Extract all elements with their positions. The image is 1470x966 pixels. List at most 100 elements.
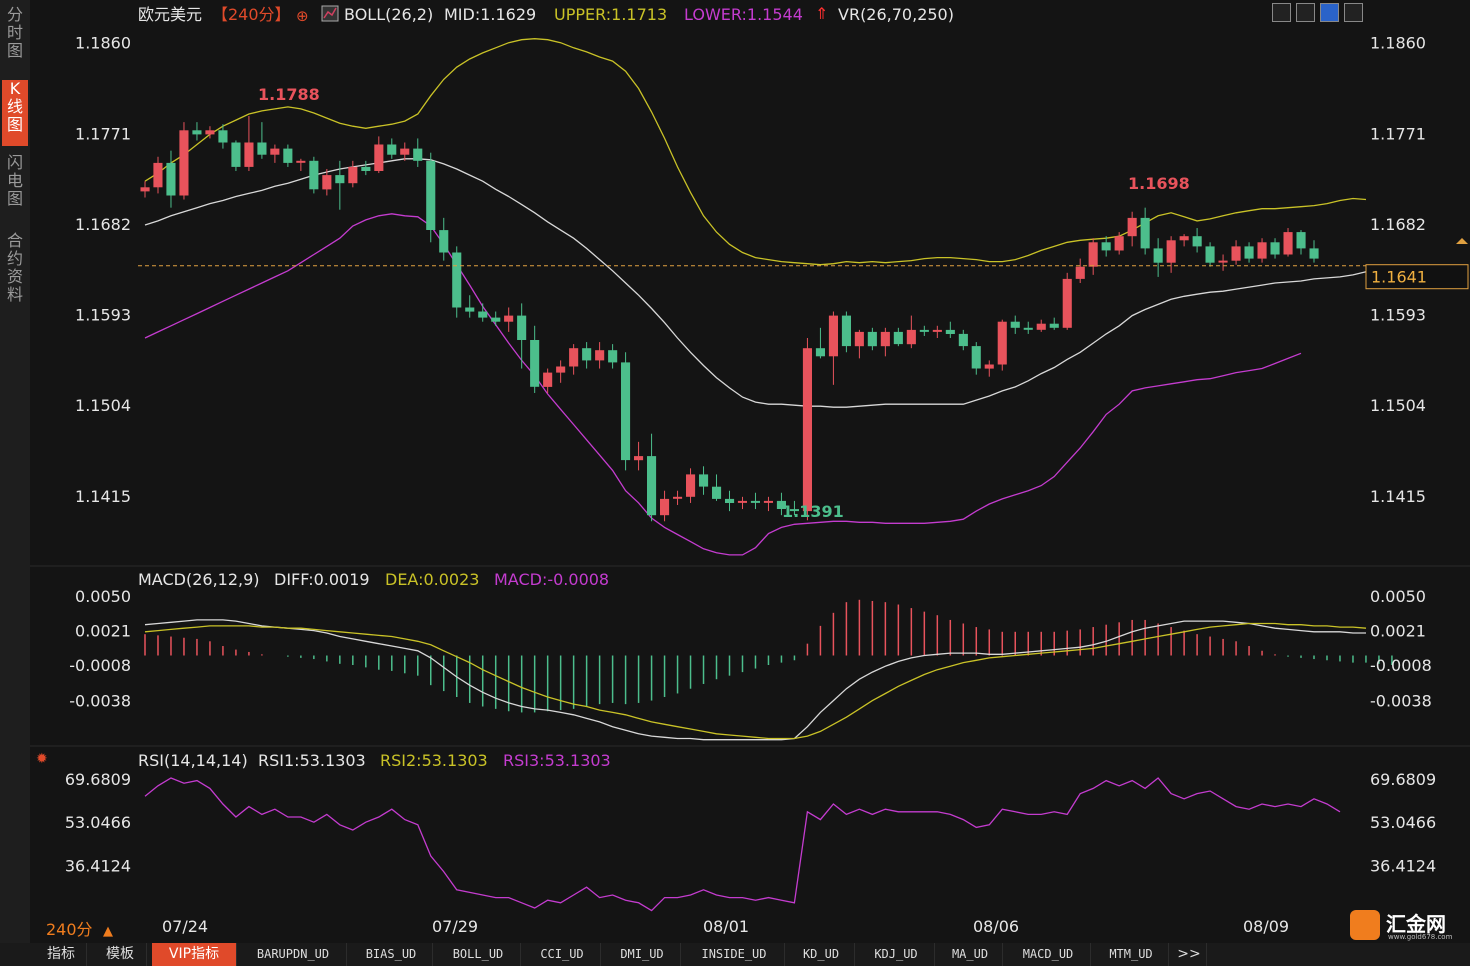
y-tick-left: 1.1682 [75,215,131,234]
tab-ma[interactable]: MA_UD [938,943,1003,966]
candle-body [1010,321,1020,328]
rsi-y-tick-left: 69.6809 [65,770,131,789]
period-label: 【240分】 [212,5,291,24]
candle-body [1309,248,1319,259]
candle-body [699,474,709,487]
candle-body [556,366,566,373]
tab-dmi[interactable]: DMI_UD [604,943,681,966]
rsi-y-tick-right: 36.4124 [1370,856,1436,875]
rsi3-value: RSI3:53.1303 [503,751,611,770]
tab-inside[interactable]: INSIDE_UD [684,943,785,966]
candle-body [984,364,994,369]
date-tick-2: 07/29 [432,917,478,936]
tab-cci[interactable]: CCI_UD [524,943,601,966]
tab-barupdn[interactable]: BARUPDN_UD [240,943,347,966]
candle-body [893,331,903,345]
tab-timeshare[interactable]: 分时图 [6,5,23,60]
tab-mtm[interactable]: MTM_UD [1094,943,1169,966]
candle-body [660,498,670,516]
candle-body [283,148,293,163]
candle-body [192,130,202,135]
candle-body [270,148,280,155]
candle-body [439,230,449,253]
boll-bands [144,38,1367,556]
candle-body [932,329,942,332]
crosshair-icon[interactable] [1272,3,1291,22]
chart-canvas[interactable]: 1.1860 1.1860 1.1771 1.1771 1.1682 1.1682 1.15… [0,0,1470,943]
candle-body [153,162,163,188]
logo-url: www.gold678.com [1388,933,1453,941]
tab-bias[interactable]: BIAS_UD [350,943,433,966]
tab-contract-info[interactable]: 合约资料 [6,231,23,304]
tab-vip-indicators[interactable]: VIP指标 [152,943,237,966]
tab-kline[interactable]: K线图 [2,80,28,146]
candlesticks [140,116,1319,522]
more-tabs-button[interactable]: >> [1172,943,1207,966]
candle-body [776,500,786,509]
candle-body [1114,236,1124,251]
high-price-label: 1.1788 [258,85,320,104]
price-marker-icon [1456,238,1468,244]
triangle-up-icon[interactable]: ▲ [103,924,113,939]
candle-body [647,456,657,516]
macd-y-tick-right: -0.0008 [1370,656,1432,675]
candle-body [1075,266,1085,279]
rsi-panel [144,777,1341,912]
candle-body [582,348,592,361]
candle-body [906,329,916,345]
boll-mid: MID:1.1629 [444,5,536,24]
y-tick-left: 1.1504 [75,396,131,415]
tab-kd[interactable]: KD_UD [788,943,855,966]
macd-y-tick-left: 0.0021 [75,622,131,641]
candle-body [1283,232,1293,255]
indicator-icon-line [323,7,337,19]
candle-body [828,315,838,357]
rsi-y-tick-left: 53.0466 [65,813,131,832]
axis-labels: 1.1860 1.1860 1.1771 1.1771 1.1682 1.1682 1.15… [65,34,1436,876]
candle-body [750,500,760,503]
tab-macd[interactable]: MACD_UD [1006,943,1091,966]
candle-body [725,498,735,503]
candle-body [465,307,475,312]
date-tick-1: 07/24 [162,917,208,936]
tab-templates[interactable]: 模板 [94,943,147,966]
candle-body [1179,236,1189,241]
up-arrow-icon: ⇑ [815,4,828,23]
tab-kdj[interactable]: KDJ_UD [858,943,935,966]
candle-body [737,500,747,503]
add-icon[interactable]: ⊕ [296,7,309,25]
macd-diff: DIFF:0.0019 [274,570,370,589]
y-tick-right: 1.1860 [1370,34,1426,53]
candle-body [595,350,605,361]
macd-y-tick-left: -0.0008 [69,656,131,675]
candle-body [504,315,514,322]
candle-body [971,346,981,369]
symbol-title: 欧元美元 [138,5,202,24]
period-button[interactable]: 240分 [46,920,93,939]
candle-body [763,500,773,503]
candle-body [309,160,319,190]
logo-mark-icon [1350,910,1380,940]
macd-y-tick-right: 0.0021 [1370,622,1426,641]
tab-boll[interactable]: BOLL_UD [436,943,521,966]
grid-lines [30,565,1470,747]
candle-body [1049,323,1059,328]
settings-icon[interactable]: ✹ [36,751,48,767]
candle-body [997,321,1007,365]
candle-body [867,331,877,347]
tab-indicators[interactable]: 指标 [36,943,87,966]
rsi2-value: RSI2:53.1303 [380,751,488,770]
play-icon[interactable] [1320,3,1339,22]
candle-body [919,329,929,332]
boll-label: BOLL(26,2) [344,5,433,24]
candle-body [1244,246,1254,259]
candle-body [374,144,384,171]
macd-value: MACD:-0.0008 [494,570,609,589]
macd-dea-line [144,622,1367,740]
rsi-y-tick-right: 53.0466 [1370,813,1436,832]
grid-view-icon[interactable] [1296,3,1315,22]
fullscreen-icon[interactable] [1344,3,1363,22]
tab-lightning[interactable]: 闪电图 [6,153,23,208]
candle-body [802,348,812,512]
